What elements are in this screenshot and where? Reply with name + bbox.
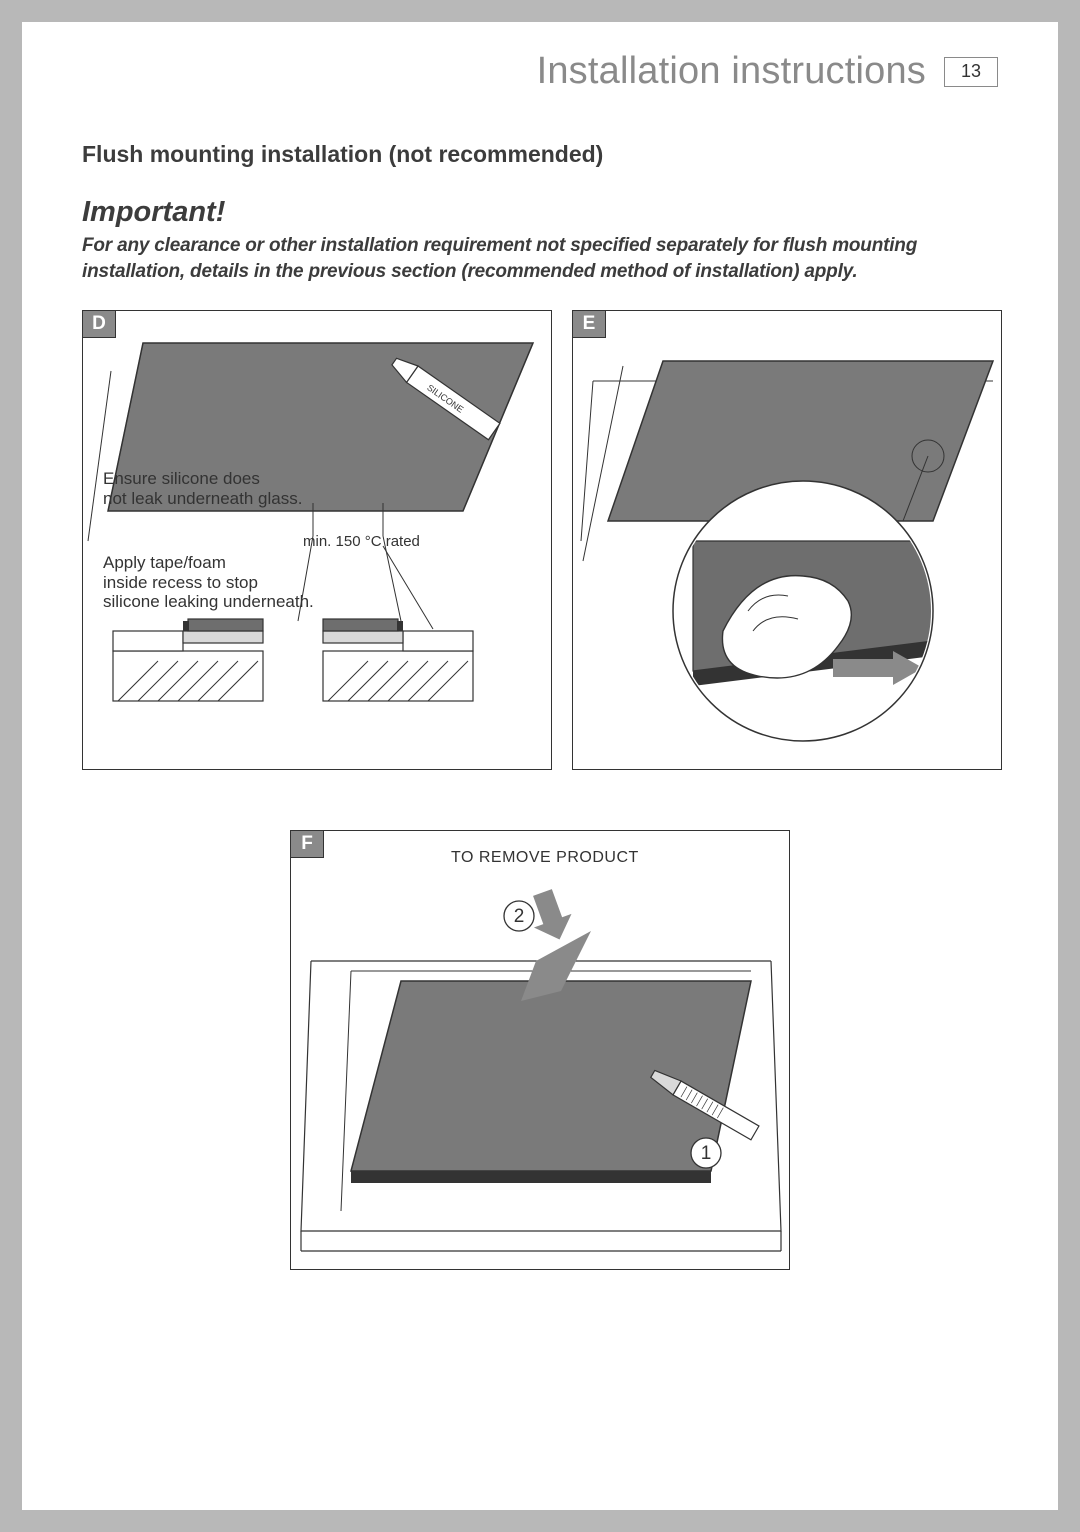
header-title: Installation instructions — [537, 50, 926, 93]
important-body: For any clearance or other installation … — [82, 233, 942, 284]
diagram-d-annot1: Ensure silicone does not leak underneath… — [103, 469, 302, 508]
diagram-d: D SILICONE — [82, 310, 552, 770]
page-number: 13 — [944, 57, 998, 87]
page-header: Installation instructions 13 — [82, 50, 998, 93]
diagram-f-svg: 2 1 — [291, 831, 791, 1271]
diagram-d-tag: D — [82, 310, 116, 338]
diagram-e-tag: E — [572, 310, 606, 338]
diagram-d-annot3: min. 150 °C rated — [303, 533, 420, 550]
diagram-d-annot2: Apply tape/foam inside recess to stop si… — [103, 553, 314, 612]
diagram-f-wrapper: F TO REMOVE PRODUCT — [82, 830, 998, 1270]
step-2-number: 2 — [514, 906, 525, 927]
diagram-e: E — [572, 310, 1002, 770]
step-1-number: 1 — [701, 1143, 712, 1164]
diagrams-row-top: D SILICONE — [82, 310, 998, 770]
diagram-f-title: TO REMOVE PRODUCT — [451, 849, 639, 867]
diagram-f-tag: F — [290, 830, 324, 858]
diagram-f: F TO REMOVE PRODUCT — [290, 830, 790, 1270]
important-label: Important! — [82, 196, 998, 229]
section-heading: Flush mounting installation (not recomme… — [82, 141, 998, 168]
page: Installation instructions 13 Flush mount… — [22, 22, 1058, 1510]
diagram-e-svg — [573, 311, 1003, 771]
